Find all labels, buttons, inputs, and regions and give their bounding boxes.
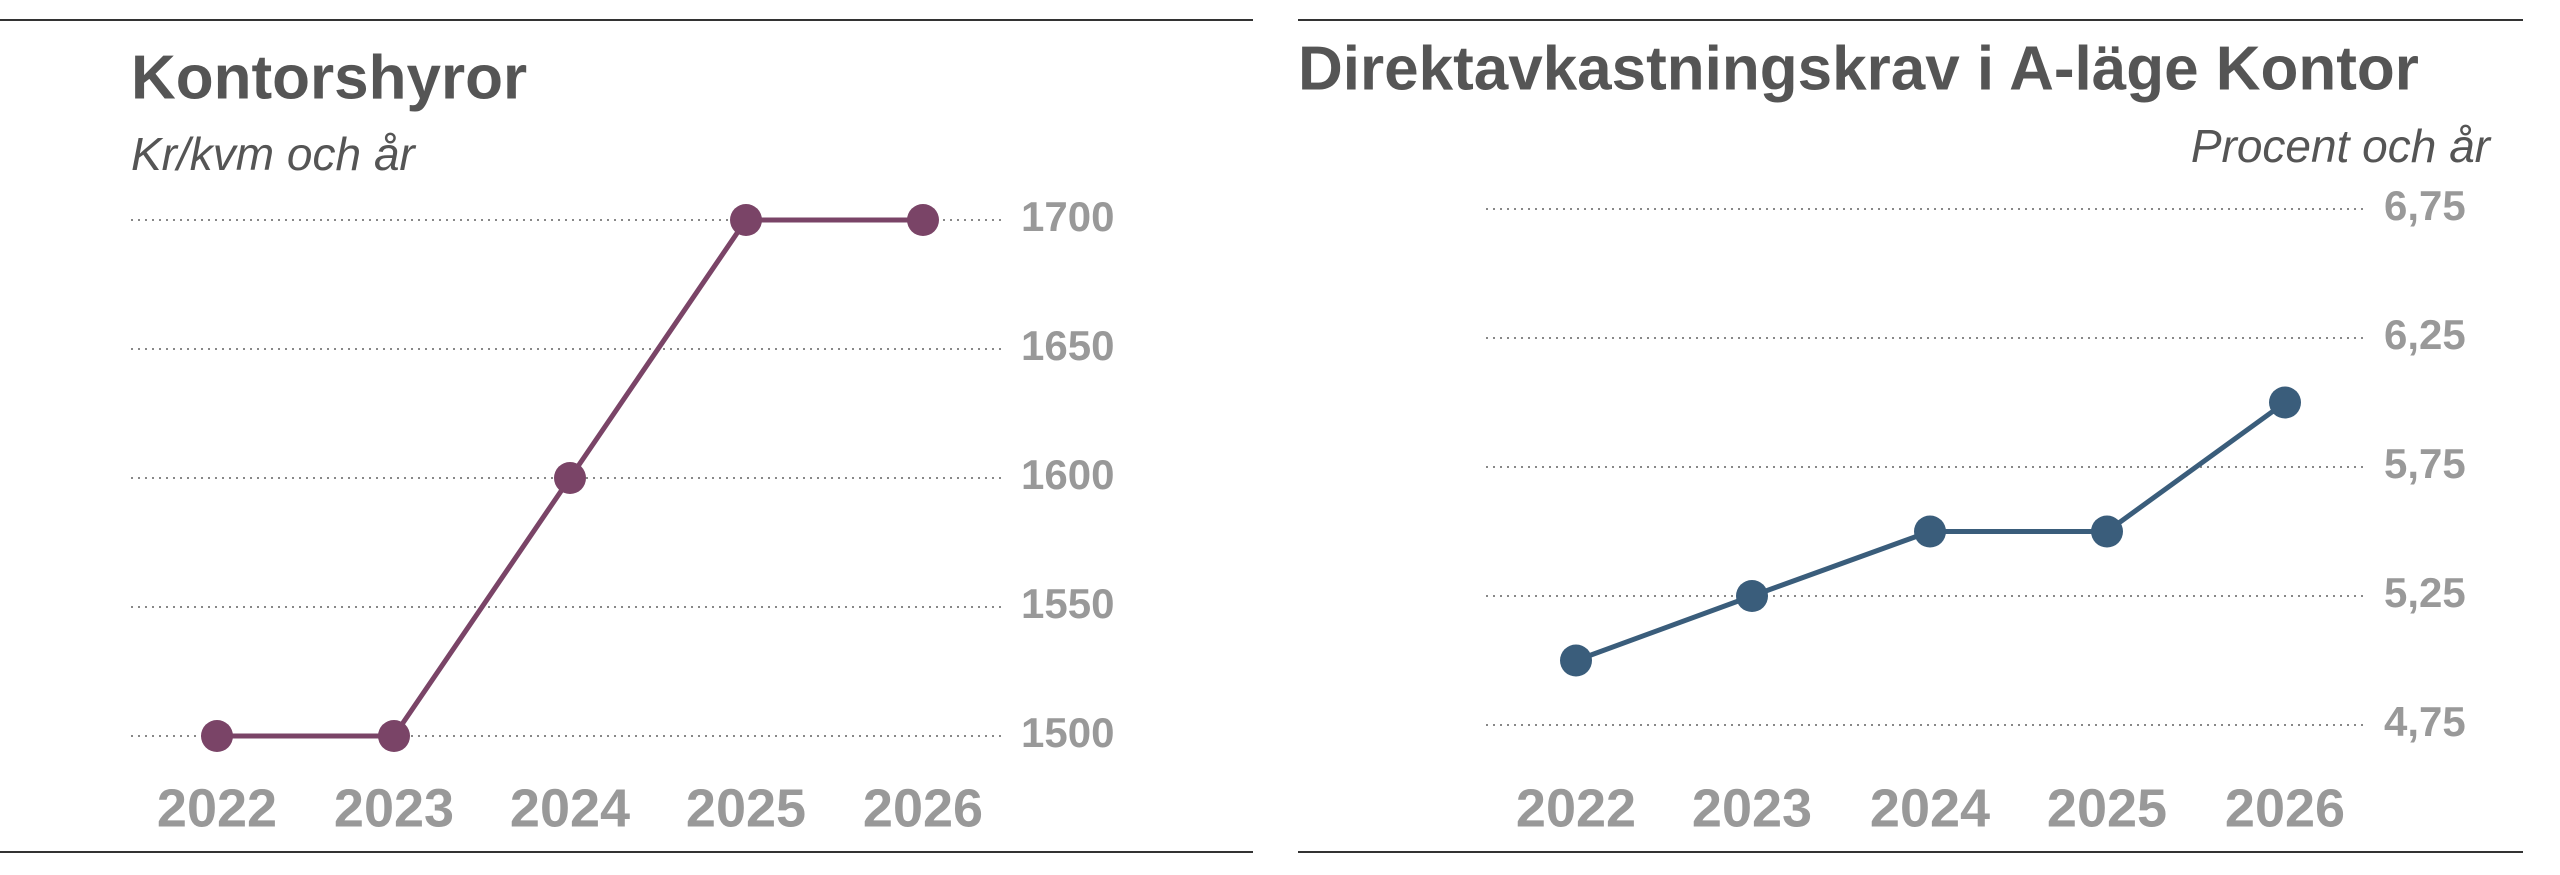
data-point	[2091, 515, 2123, 548]
x-tick-label: 2026	[863, 778, 983, 838]
y-tick-label: 6,75	[2384, 182, 2466, 229]
data-point	[554, 462, 586, 494]
x-tick-label: 2022	[1516, 778, 1636, 838]
chart-subtitle: Procent och år	[2191, 120, 2492, 172]
data-point	[1736, 580, 1768, 612]
y-tick-label: 1550	[1021, 580, 1114, 627]
y-tick-label: 1700	[1021, 193, 1114, 240]
x-tick-label: 2023	[334, 778, 454, 838]
data-point	[730, 204, 762, 236]
x-tick-label: 2025	[686, 778, 806, 838]
x-tick-label: 2025	[2047, 778, 2167, 838]
y-tick-label: 6,25	[2384, 311, 2466, 358]
y-tick-label: 4,75	[2384, 698, 2466, 745]
y-tick-label: 1500	[1021, 709, 1114, 756]
x-tick-label: 2024	[1870, 778, 1990, 838]
x-tick-label: 2023	[1692, 778, 1812, 838]
chart-subtitle: Kr/kvm och år	[131, 128, 416, 180]
data-point	[1914, 515, 1946, 548]
data-point	[907, 204, 939, 236]
x-tick-label: 2026	[2225, 778, 2345, 838]
x-tick-label: 2022	[157, 778, 277, 838]
data-point	[378, 720, 410, 752]
chart-title: Kontorshyror	[131, 43, 527, 112]
data-point	[2269, 386, 2301, 419]
data-point	[201, 720, 233, 752]
x-tick-label: 2024	[510, 778, 630, 838]
chart-title: Direktavkastningskrav i A-läge Kontor	[1298, 34, 2419, 103]
data-point	[1560, 644, 1592, 677]
y-tick-label: 1600	[1021, 451, 1114, 498]
y-tick-label: 5,25	[2384, 569, 2466, 616]
y-tick-label: 1650	[1021, 322, 1114, 369]
y-tick-label: 5,75	[2384, 440, 2466, 487]
